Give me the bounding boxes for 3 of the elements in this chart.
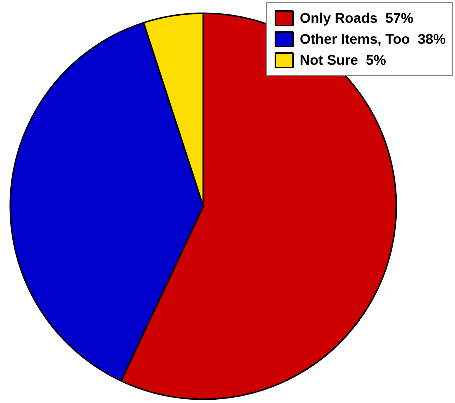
legend-label: Only Roads 57% bbox=[300, 9, 414, 27]
legend-label: Not Sure 5% bbox=[300, 51, 386, 69]
legend-label: Other Items, Too 38% bbox=[300, 30, 446, 48]
